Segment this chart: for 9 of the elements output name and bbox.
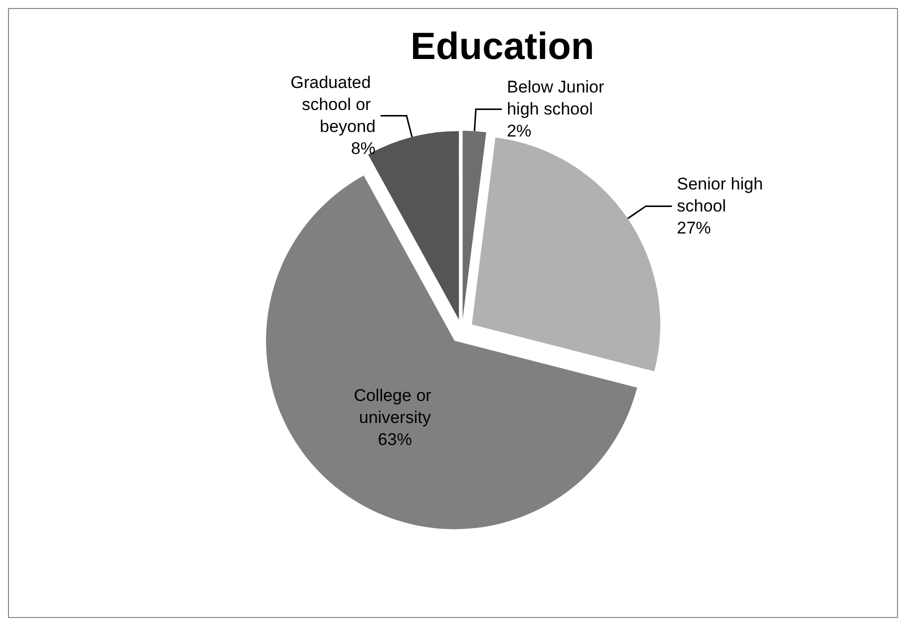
slice-label: Below Junior high school [506,78,609,119]
data-label: 27% [676,218,711,238]
data-label: 2% [506,122,532,141]
slice-label: Graduated school or beyond [290,73,376,136]
slice-label: College or university [354,386,436,428]
data-label: 8% [350,139,376,158]
slice-label: Senior high school [676,174,768,216]
data-label: 63% [378,430,412,450]
chart-title: Education [410,26,594,68]
